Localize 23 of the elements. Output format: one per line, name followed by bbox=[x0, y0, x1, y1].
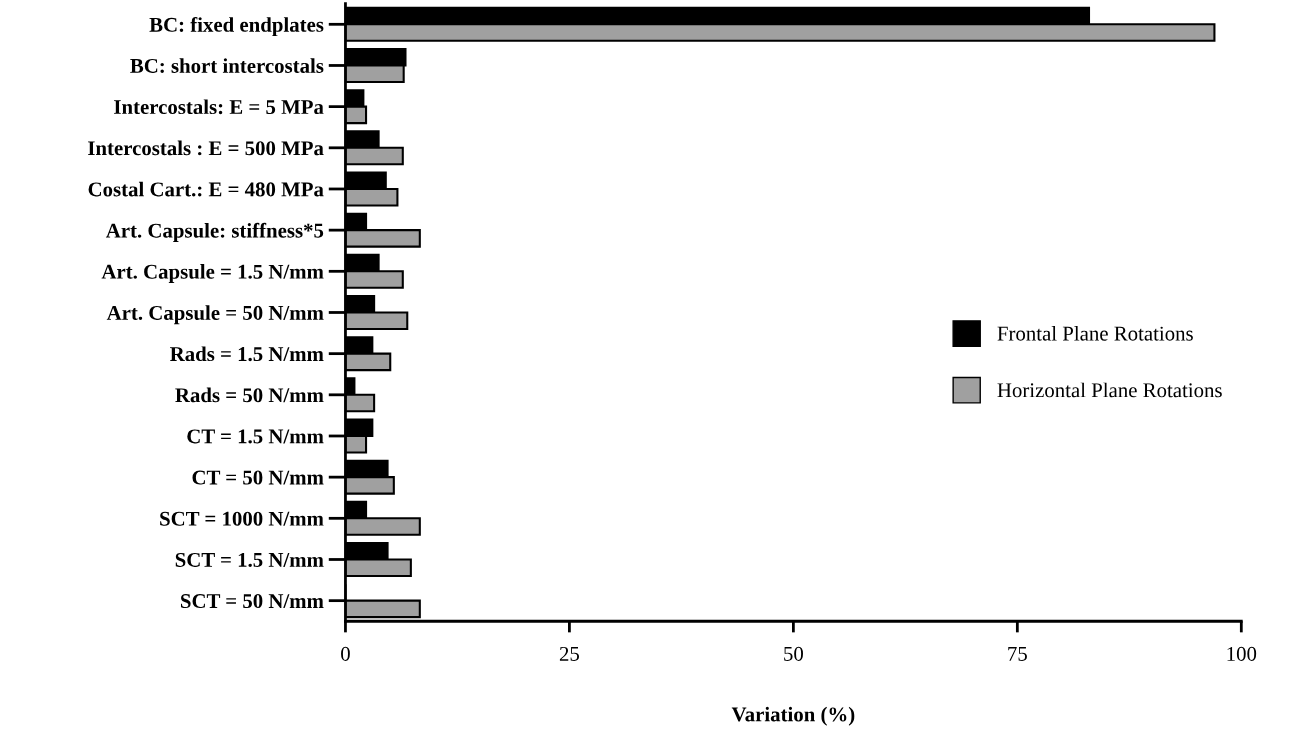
y-tick-label: BC: short intercostals bbox=[130, 58, 324, 73]
y-tick-label: Costal Cart.: E = 480 MPa bbox=[88, 181, 324, 197]
y-tick-label: SCT = 1.5 N/mm bbox=[175, 552, 324, 568]
y-tick-label: Rads = 1.5 N/mm bbox=[170, 346, 324, 362]
x-tick-label: 25 bbox=[559, 646, 580, 661]
x-tick-label: 0 bbox=[341, 646, 350, 661]
y-tick-label: CT = 1.5 N/mm bbox=[187, 429, 324, 444]
y-tick-label: Rads = 50 N/mm bbox=[175, 387, 324, 403]
legend-label: Frontal Plane Rotations bbox=[997, 325, 1193, 341]
legend-label: Horizontal Plane Rotations bbox=[997, 382, 1222, 398]
y-tick-label: Art. Capsule = 1.5 N/mm bbox=[101, 264, 324, 283]
x-tick-label: 100 bbox=[1227, 646, 1257, 661]
y-tick-label: Art. Capsule = 50 N/mm bbox=[106, 305, 324, 325]
y-tick-label: SCT = 1000 N/mm bbox=[160, 511, 324, 526]
y-tick-label: SCT = 50 N/mm bbox=[181, 594, 324, 609]
y-tick-label: CT = 50 N/mm bbox=[192, 470, 324, 485]
x-tick-label: 75 bbox=[1008, 647, 1027, 661]
y-tick-label: Intercostals: E = 5 MPa bbox=[114, 99, 324, 115]
y-tick-label: Art. Capsule: stiffness*5 bbox=[105, 222, 324, 242]
x-tick-label: 50 bbox=[784, 646, 803, 661]
y-tick-label: Intercostals : E = 500 MPa bbox=[88, 140, 324, 156]
x-axis-title: Variation (%) bbox=[731, 706, 855, 726]
y-tick-label: BC: fixed endplates bbox=[149, 16, 324, 37]
